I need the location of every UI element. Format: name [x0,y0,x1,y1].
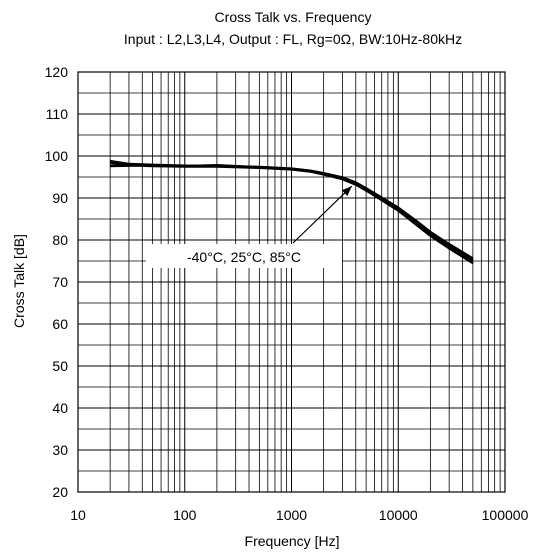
grid [77,71,505,493]
x-tick-label: 10000 [379,507,418,523]
x-tick-label: 1000 [276,507,307,523]
series-line [109,159,474,260]
annotation-background [146,244,342,268]
plot-frame [77,71,506,493]
y-tick-label: 40 [52,400,68,416]
y-tick-label: 100 [45,148,69,164]
chart-subtitle: Input : L2,L3,L4, Output : FL, Rg=0Ω, BW… [124,31,462,47]
y-tick-label: 20 [52,484,68,500]
y-tick-label: 30 [52,442,68,458]
y-tick-label: 120 [45,64,69,80]
x-tick-label: 100000 [482,507,529,523]
y-tick-label: 70 [52,274,68,290]
chart-title: Cross Talk vs. Frequency [215,9,372,25]
x-tick-label: 100 [173,507,197,523]
y-tick-label: 90 [52,190,68,206]
y-tick-label: 50 [52,358,68,374]
x-axis-label: Frequency [Hz] [245,533,340,549]
y-tick-label: 110 [46,106,69,122]
x-tick-label: 10 [70,507,86,523]
annotation-arrow-line [292,185,353,244]
y-tick-label: 60 [52,316,68,332]
annotation-label: -40°C, 25°C, 85°C [187,249,301,265]
annotation: -40°C, 25°C, 85°C [146,185,353,268]
y-axis-label: Cross Talk [dB] [11,234,27,328]
series-group [109,159,474,265]
annotation-arrow-head [341,186,352,197]
y-tick-label: 80 [52,232,68,248]
tick-labels: 10 100 1000 10000 100000 20 30 40 50 60 70 80 90 100 1… [45,64,529,523]
